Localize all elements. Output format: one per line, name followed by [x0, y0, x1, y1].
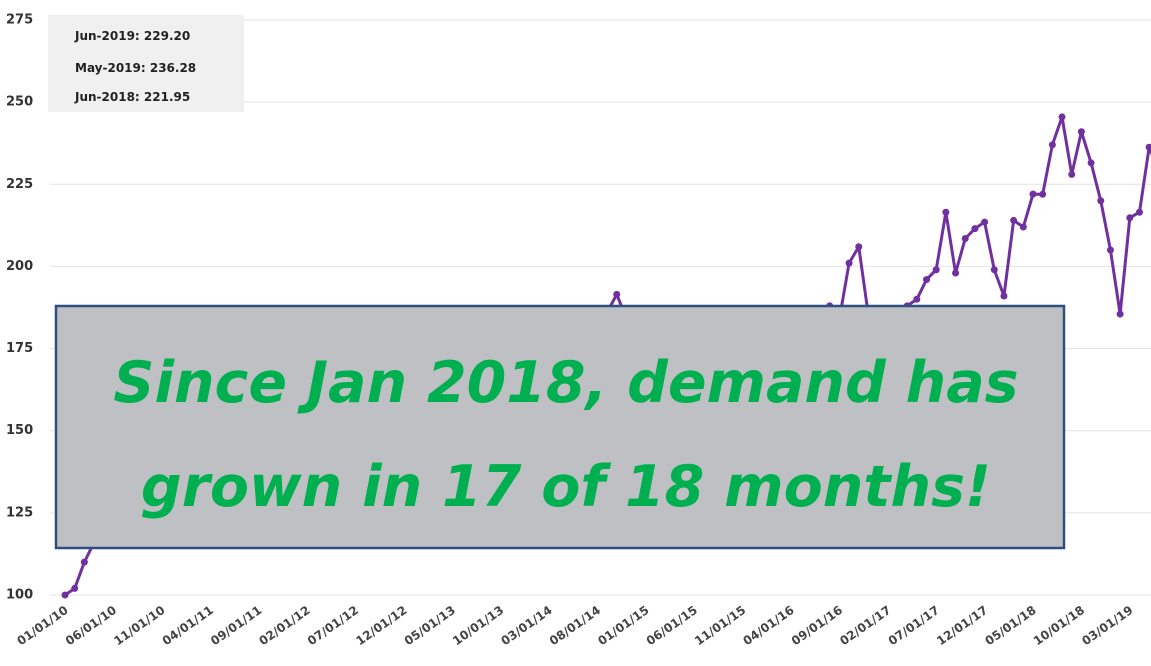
- y-tick-label: 100: [6, 588, 33, 603]
- x-tick-label: 10/01/18: [1031, 603, 1087, 648]
- data-point: [942, 208, 950, 216]
- x-tick-label: 05/01/13: [402, 603, 458, 648]
- data-point: [1010, 216, 1018, 224]
- x-tick-label: 10/01/13: [450, 603, 506, 648]
- data-point: [845, 259, 853, 267]
- data-point: [923, 276, 931, 284]
- data-point: [971, 225, 979, 233]
- x-tick-label: 11/01/10: [111, 603, 167, 648]
- y-tick-label: 250: [6, 95, 33, 110]
- x-tick-label: 07/01/12: [305, 603, 361, 648]
- y-tick-label: 225: [6, 177, 33, 192]
- y-tick-label: 150: [6, 423, 33, 438]
- callout-text: Since Jan 2018, demand has: [113, 350, 1018, 416]
- x-tick-label: 09/01/11: [208, 603, 264, 648]
- data-point: [1135, 208, 1143, 216]
- x-tick-label: 01/01/15: [595, 603, 651, 648]
- x-tick-label: 03/01/19: [1079, 603, 1135, 648]
- annotation: May-2019: 236.28: [75, 61, 196, 75]
- x-tick-label: 02/01/12: [256, 603, 312, 648]
- data-point: [1058, 113, 1066, 121]
- x-tick-label: 04/01/11: [160, 603, 216, 648]
- data-point: [932, 266, 940, 274]
- x-tick-label: 03/01/14: [498, 603, 554, 648]
- y-tick-label: 125: [6, 505, 33, 520]
- x-tick-label: 01/01/10: [14, 603, 70, 648]
- data-point: [1068, 170, 1076, 178]
- data-point: [1000, 292, 1008, 300]
- data-point: [952, 269, 960, 277]
- data-point: [71, 584, 79, 592]
- x-tick-label: 06/01/15: [644, 603, 700, 648]
- x-tick-label: 02/01/17: [837, 603, 893, 648]
- y-tick-label: 175: [6, 341, 33, 356]
- data-point: [913, 295, 921, 303]
- x-tick-label: 08/01/14: [547, 603, 603, 648]
- y-tick-label: 200: [6, 259, 33, 274]
- x-tick-label: 04/01/16: [740, 603, 796, 648]
- data-point: [1039, 190, 1047, 198]
- data-point: [1126, 214, 1134, 222]
- x-tick-label: 12/01/12: [353, 603, 409, 648]
- x-tick-label: 09/01/16: [789, 603, 845, 648]
- data-point: [1097, 197, 1105, 205]
- data-point: [1145, 143, 1151, 151]
- callout-box: [54, 304, 1066, 550]
- annotation: Jun-2018: 221.95: [74, 90, 190, 104]
- data-point: [961, 235, 969, 242]
- x-tick-label: 05/01/18: [982, 603, 1038, 648]
- data-point: [1087, 159, 1095, 167]
- data-point: [1019, 223, 1027, 231]
- data-point: [61, 591, 69, 599]
- x-tick-label: 11/01/15: [692, 603, 748, 648]
- data-point: [1106, 246, 1114, 254]
- data-point: [1116, 310, 1124, 318]
- data-point: [1029, 190, 1037, 198]
- data-point: [80, 558, 88, 566]
- data-point: [1077, 128, 1085, 136]
- data-point: [1048, 141, 1056, 149]
- data-point: [855, 243, 863, 251]
- data-point: [981, 218, 989, 226]
- data-point: [990, 266, 998, 274]
- x-tick-label: 06/01/10: [63, 603, 119, 648]
- annotation-box: [48, 15, 244, 112]
- annotation: Jun-2019: 229.20: [74, 29, 190, 43]
- data-point: [613, 290, 621, 298]
- callout-text: grown in 17 of 18 months!: [141, 454, 991, 520]
- x-tick-label: 07/01/17: [886, 603, 942, 648]
- y-tick-label: 275: [6, 13, 33, 28]
- x-tick-label: 12/01/17: [934, 603, 990, 648]
